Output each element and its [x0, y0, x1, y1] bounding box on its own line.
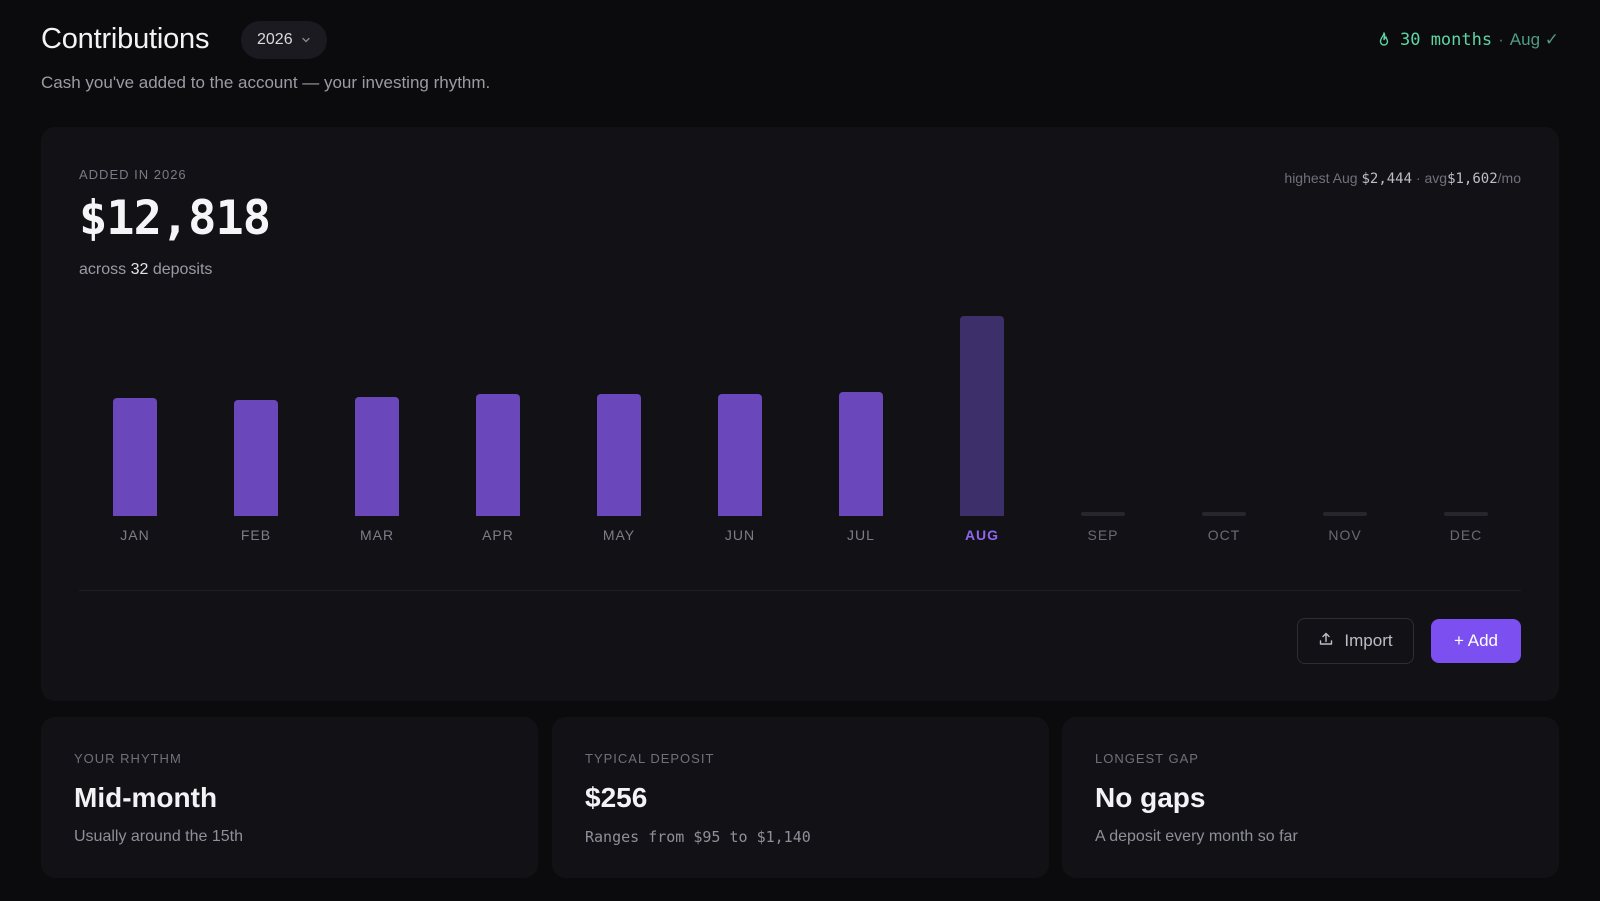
stat-value: No gaps [1095, 782, 1206, 813]
divider [79, 590, 1521, 591]
deposits-count: 32 [130, 261, 149, 278]
bar-sep[interactable] [1081, 512, 1125, 516]
stat-desc: A deposit every month so far [1095, 828, 1298, 845]
contributions-card: ADDED IN 2026 $12,818 across 32 deposits… [41, 127, 1559, 701]
deposits-summary: across 32 deposits [79, 261, 212, 279]
month-label-feb: FEB [240, 527, 272, 543]
added-label: ADDED IN 2026 [79, 167, 187, 182]
year-select[interactable]: 2026 [241, 21, 327, 59]
summary-separator: · [1415, 170, 1421, 186]
add-button[interactable]: + Add [1431, 619, 1521, 663]
stat-value: Mid-month [74, 782, 218, 813]
streak-separator: · [1498, 30, 1504, 49]
stat-desc: Usually around the 15th [74, 828, 243, 845]
streak-indicator: 30 months · Aug ✓ [1376, 30, 1559, 50]
avg-unit: /mo [1497, 170, 1521, 186]
stat-card-longest-gap: LONGEST GAP No gaps A deposit every mont… [1062, 717, 1559, 878]
stat-label: TYPICAL DEPOSIT [585, 751, 715, 766]
bar-jun[interactable] [718, 394, 762, 516]
page-title: Contributions [41, 23, 210, 55]
stat-card-typical-deposit: TYPICAL DEPOSIT $256 Ranges from $95 to … [552, 717, 1049, 878]
flame-icon [1376, 31, 1392, 49]
import-button-label: Import [1344, 631, 1393, 650]
year-select-value: 2026 [257, 31, 293, 48]
month-label-jan: JAN [120, 527, 150, 543]
bar-jan[interactable] [113, 398, 157, 516]
page-header: Contributions 2026 30 months · Aug ✓ [41, 18, 1559, 66]
stat-label: LONGEST GAP [1095, 751, 1199, 766]
chevron-down-icon [301, 35, 311, 45]
chart-summary: highest Aug $2,444 · avg$1,602/mo [1284, 170, 1521, 187]
highest-value: $2,444 [1361, 171, 1413, 187]
streak-latest: Aug ✓ [1509, 30, 1559, 49]
month-label-mar: MAR [359, 527, 395, 543]
streak-count: 30 months [1399, 30, 1493, 50]
month-label-dec: DEC [1449, 527, 1483, 543]
month-label-jun: JUN [724, 527, 756, 543]
month-label-may: MAY [602, 527, 636, 543]
month-label-nov: NOV [1328, 527, 1362, 543]
stat-label: YOUR RHYTHM [74, 751, 182, 766]
bar-dec[interactable] [1444, 512, 1488, 516]
page-subtitle: Cash you've added to the account — your … [41, 73, 491, 92]
bar-apr[interactable] [476, 394, 520, 516]
upload-icon [1318, 631, 1334, 652]
import-button[interactable]: Import [1297, 618, 1414, 664]
highest-label: highest Aug [1284, 170, 1358, 186]
month-label-aug: AUG [964, 527, 1000, 543]
deposits-prefix: across [79, 261, 127, 278]
stat-card-rhythm: YOUR RHYTHM Mid-month Usually around the… [41, 717, 538, 878]
month-label-apr: APR [482, 527, 514, 543]
bar-jul[interactable] [839, 392, 883, 516]
stat-desc: Ranges from $95 to $1,140 [585, 828, 811, 846]
bar-oct[interactable] [1202, 512, 1246, 516]
avg-value: $1,602 [1447, 171, 1498, 187]
bar-aug[interactable] [960, 316, 1004, 516]
total-added: $12,818 [79, 191, 271, 246]
monthly-bar-chart: JAN FEB MAR APR MAY JUN JUL AUG SEP OCT NOV DEC [79, 307, 1523, 562]
stat-value: $256 [585, 782, 648, 813]
bar-may[interactable] [597, 394, 641, 516]
bar-feb[interactable] [234, 400, 278, 516]
bar-mar[interactable] [355, 397, 399, 516]
avg-label: avg [1424, 170, 1448, 186]
month-label-sep: SEP [1087, 527, 1119, 543]
month-label-oct: OCT [1207, 527, 1241, 543]
deposits-suffix: deposits [152, 261, 213, 278]
month-label-jul: JUL [847, 527, 875, 543]
bar-nov[interactable] [1323, 512, 1367, 516]
